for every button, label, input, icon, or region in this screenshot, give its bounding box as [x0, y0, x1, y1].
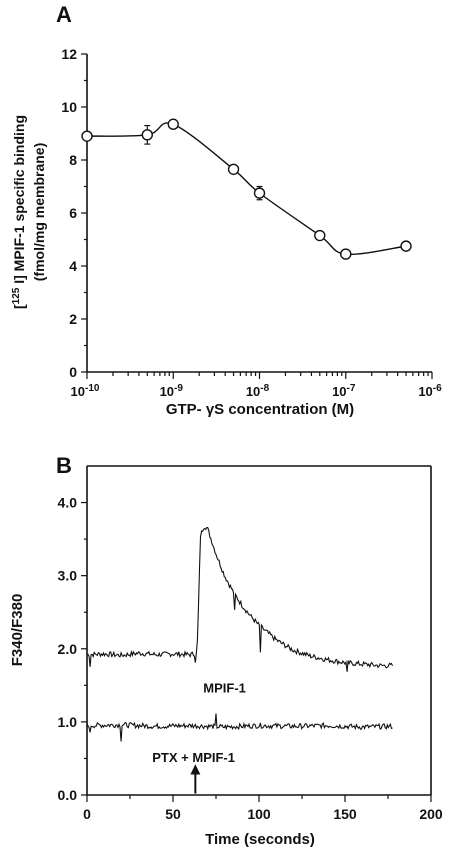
panel-b-annotation-mpif1: MPIF-1 — [203, 681, 246, 696]
panel-a-y-tick-label: 4 — [69, 258, 77, 274]
panel-b-letter: B — [56, 453, 72, 478]
panel-a-data-point — [314, 229, 326, 242]
panel-a-y-label-line1: [125 I] MPIF-1 specific binding — [11, 115, 28, 309]
panel-a-data-point — [400, 240, 412, 252]
panel-b-series-ptx-mpif1 — [86, 713, 393, 742]
panel-a-x-tick-label: 10-9 — [160, 383, 184, 400]
panel-b-x-tick-label: 50 — [165, 806, 181, 822]
panel-a-x-tick-label: 10-7 — [332, 383, 356, 400]
panel-b-x-tick-label: 200 — [419, 806, 443, 822]
panel-a-x-tick-label: 10-10 — [71, 383, 100, 400]
panel-b-y-tick-label: 2.0 — [58, 641, 78, 657]
panel-a-series-line — [86, 122, 407, 255]
panel-b-arrow-head — [190, 764, 201, 775]
panel-a-y-tick-label: 6 — [69, 205, 77, 221]
panel-a-x-tick-label: 10-6 — [418, 383, 442, 400]
panel-a-y-tick-label: 8 — [69, 152, 77, 168]
panel-a-y-tick-label: 0 — [69, 364, 77, 380]
panel-b-y-tick-label: 1.0 — [58, 714, 78, 730]
panel-a-chart: 0 2 4 6 8 10 12 10-10 10-9 10-8 10-7 10-6 GTP- γS c… — [11, 46, 443, 418]
panel-b-y-label: F340/F380 — [9, 594, 26, 667]
panel-b-annotation-ptx: PTX + MPIF-1 — [152, 750, 235, 765]
panel-a-data-point — [340, 248, 352, 260]
panel-a-letter: A — [56, 2, 72, 27]
panel-a-y-tick-label: 2 — [69, 311, 77, 327]
panel-b-x-tick-label: 0 — [83, 806, 91, 822]
panel-b-y-tick-label: 4.0 — [58, 495, 78, 511]
panel-b-y-tick-label: 3.0 — [58, 568, 78, 584]
panel-a-x-tick-label: 10-8 — [246, 383, 270, 400]
panel-b-series-mpif1 — [86, 526, 393, 672]
panel-a-data-point — [227, 163, 240, 175]
panel-a-data-point — [141, 129, 153, 141]
panel-a-y-label-line2: (fmol/mg membrane) — [31, 143, 47, 281]
panel-a-y-tick-label: 12 — [61, 46, 77, 62]
panel-b-x-tick-label: 100 — [247, 806, 271, 822]
panel-a-data-point — [253, 187, 266, 199]
panel-b-x-label: Time (seconds) — [205, 831, 315, 848]
panel-a-y-tick-label: 10 — [61, 99, 77, 115]
panel-a-x-label: GTP- γS concentration (M) — [166, 401, 354, 418]
panel-a-data-point — [81, 130, 93, 142]
panel-b-x-tick-label: 150 — [333, 806, 357, 822]
panel-b-y-tick-label: 0.0 — [58, 787, 78, 803]
panel-a-data-point — [167, 118, 179, 130]
panel-b-chart: 0.0 1.0 2.0 3.0 4.0 0 50 100 150 200 MPIF-1 PTX + … — [9, 465, 443, 848]
